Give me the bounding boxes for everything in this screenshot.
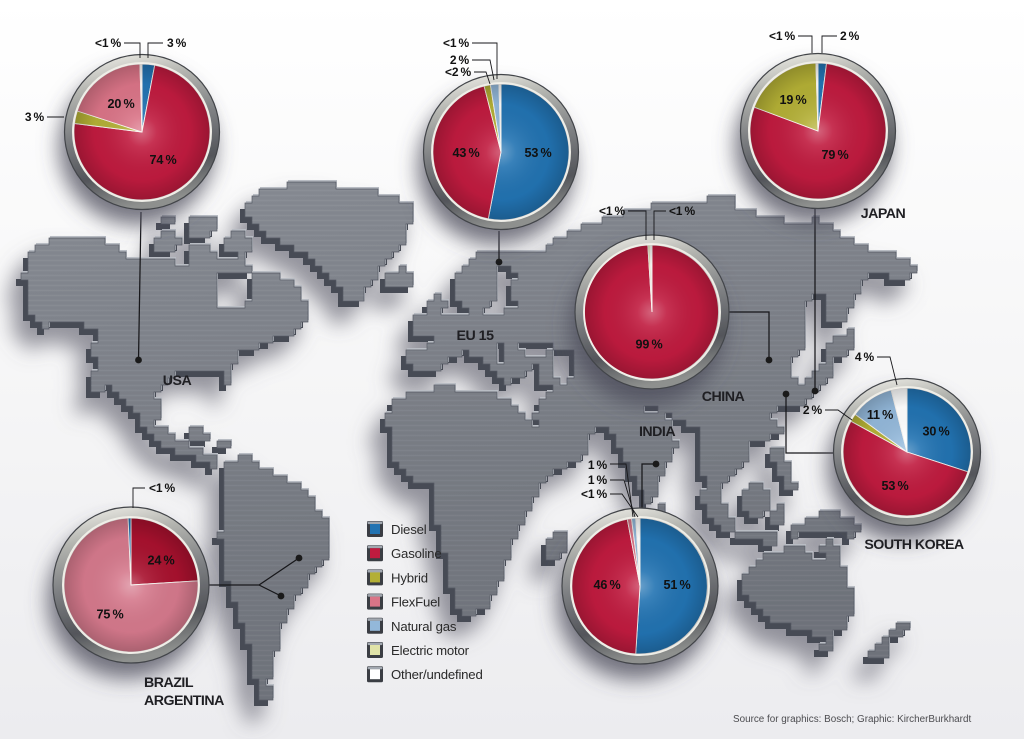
- svg-text:2 %: 2 %: [803, 403, 823, 417]
- svg-text:3 %: 3 %: [25, 110, 45, 124]
- svg-text:<1 %: <1 %: [769, 29, 795, 43]
- svg-text:CHINA: CHINA: [702, 389, 745, 405]
- svg-text:Diesel: Diesel: [391, 522, 427, 537]
- svg-text:SOUTH KOREA: SOUTH KOREA: [864, 537, 964, 553]
- svg-text:11 %: 11 %: [867, 408, 893, 422]
- svg-text:74 %: 74 %: [150, 153, 177, 167]
- svg-text:43 %: 43 %: [453, 146, 480, 160]
- svg-text:<1 %: <1 %: [149, 481, 175, 495]
- svg-text:BRAZIL: BRAZIL: [144, 675, 194, 691]
- svg-text:20 %: 20 %: [108, 97, 135, 111]
- svg-text:30 %: 30 %: [923, 425, 950, 439]
- svg-text:1 %: 1 %: [588, 458, 608, 472]
- svg-text:<2 %: <2 %: [445, 65, 471, 79]
- svg-text:Hybrid: Hybrid: [391, 570, 428, 585]
- svg-text:Natural gas: Natural gas: [391, 619, 457, 634]
- svg-text:3 %: 3 %: [167, 36, 187, 50]
- svg-text:INDIA: INDIA: [639, 424, 675, 440]
- svg-text:4 %: 4 %: [855, 350, 875, 364]
- svg-text:<1 %: <1 %: [443, 36, 469, 50]
- svg-text:53 %: 53 %: [882, 479, 909, 493]
- svg-text:46 %: 46 %: [594, 578, 621, 592]
- svg-text:2 %: 2 %: [840, 29, 860, 43]
- svg-text:1 %: 1 %: [588, 473, 608, 487]
- svg-text:<1 %: <1 %: [669, 204, 695, 218]
- svg-text:99 %: 99 %: [636, 338, 663, 352]
- svg-text:<1 %: <1 %: [581, 487, 607, 501]
- svg-text:Source for graphics: Bosch; Gr: Source for graphics: Bosch; Graphic: Kir…: [733, 714, 971, 725]
- svg-text:FlexFuel: FlexFuel: [391, 595, 440, 610]
- svg-text:53 %: 53 %: [525, 146, 552, 160]
- svg-text:79 %: 79 %: [822, 148, 849, 162]
- svg-text:75 %: 75 %: [97, 608, 124, 622]
- svg-text:51 %: 51 %: [664, 578, 691, 592]
- svg-text:EU 15: EU 15: [457, 328, 495, 344]
- svg-text:19 %: 19 %: [780, 93, 807, 107]
- svg-text:JAPAN: JAPAN: [861, 206, 906, 222]
- svg-text:ARGENTINA: ARGENTINA: [144, 693, 224, 709]
- svg-text:<1 %: <1 %: [95, 36, 121, 50]
- svg-text:Other/undefined: Other/undefined: [391, 667, 483, 682]
- svg-text:Electric motor: Electric motor: [391, 643, 470, 658]
- svg-text:Gasoline: Gasoline: [391, 546, 441, 561]
- svg-text:2 %: 2 %: [450, 53, 470, 67]
- svg-text:24 %: 24 %: [148, 554, 175, 568]
- svg-text:USA: USA: [163, 373, 192, 389]
- svg-text:<1 %: <1 %: [599, 204, 625, 218]
